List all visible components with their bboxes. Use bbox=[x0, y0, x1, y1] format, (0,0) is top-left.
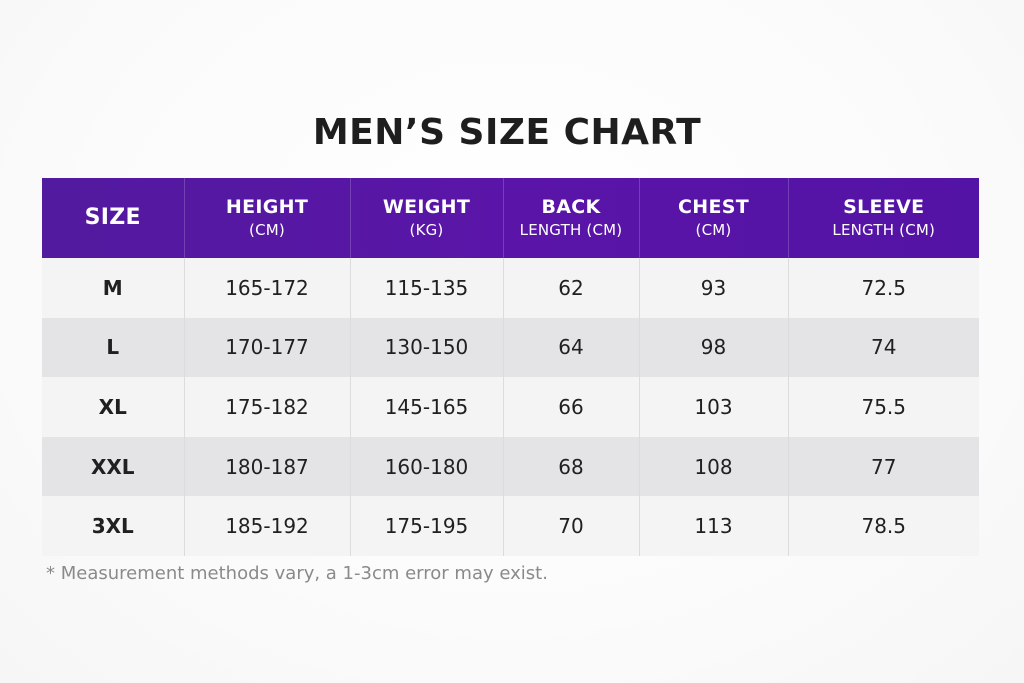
cell-size: M bbox=[102, 275, 123, 300]
page-title: MEN’S SIZE CHART bbox=[312, 112, 702, 153]
cell-back-length: 64 bbox=[502, 317, 639, 378]
cell-sleeve-length: 72.5 bbox=[787, 258, 979, 318]
cell-size: XXL bbox=[90, 454, 135, 479]
cell-back-length: 62 bbox=[502, 258, 639, 318]
table-body: M 165-172 115-135 62 93 72.5 L 170-177 1… bbox=[42, 258, 979, 556]
cell-weight: 175-195 bbox=[349, 496, 503, 556]
cell-height: 175-182 bbox=[183, 377, 350, 437]
cell-height: 180-187 bbox=[183, 436, 350, 497]
cell-weight: 115-135 bbox=[349, 258, 503, 318]
header-weight-label: WEIGHT bbox=[382, 196, 471, 218]
cell-back-length: 66 bbox=[502, 377, 639, 437]
cell-sleeve-length: 77 bbox=[787, 436, 979, 497]
cell-size: L bbox=[106, 335, 120, 360]
cell-sleeve-length: 74 bbox=[787, 317, 979, 378]
cell-size: XL bbox=[98, 394, 127, 419]
cell-weight: 130-150 bbox=[349, 317, 503, 378]
header-height-unit: (CM) bbox=[249, 221, 285, 239]
header-size: SIZE bbox=[42, 178, 184, 258]
size-chart-table: SIZE HEIGHT (CM) WEIGHT (KG) BACK LENGTH… bbox=[42, 178, 979, 556]
cell-height: 170-177 bbox=[183, 317, 350, 378]
table-row: L 170-177 130-150 64 98 74 bbox=[42, 317, 979, 378]
measurement-note: * Measurement methods vary, a 1-3cm erro… bbox=[46, 563, 548, 584]
header-chest-unit: (CM) bbox=[695, 221, 732, 239]
cell-sleeve-length: 78.5 bbox=[787, 496, 979, 556]
header-row: SIZE HEIGHT (CM) WEIGHT (KG) BACK LENGTH… bbox=[42, 178, 979, 258]
header-back-length: BACK LENGTH (CM) bbox=[502, 178, 639, 258]
cell-sleeve-length: 75.5 bbox=[787, 377, 979, 437]
cell-back-length: 70 bbox=[502, 496, 639, 556]
header-weight: WEIGHT (KG) bbox=[349, 178, 503, 258]
cell-weight: 145-165 bbox=[349, 377, 503, 437]
cell-height: 185-192 bbox=[183, 496, 350, 556]
header-weight-unit: (KG) bbox=[409, 221, 444, 239]
table-header: SIZE HEIGHT (CM) WEIGHT (KG) BACK LENGTH… bbox=[42, 178, 979, 258]
header-sleeve-label: SLEEVE bbox=[843, 196, 925, 218]
cell-chest: 113 bbox=[638, 496, 788, 556]
cell-chest: 108 bbox=[638, 436, 788, 497]
header-back-label: BACK bbox=[541, 196, 601, 218]
table-row: XXL 180-187 160-180 68 108 77 bbox=[42, 436, 979, 497]
header-chest-label: CHEST bbox=[678, 196, 749, 218]
cell-weight: 160-180 bbox=[349, 436, 503, 497]
header-back-unit: LENGTH (CM) bbox=[519, 221, 623, 239]
cell-height: 165-172 bbox=[183, 258, 350, 318]
cell-back-length: 68 bbox=[502, 436, 639, 497]
header-sleeve-length: SLEEVE LENGTH (CM) bbox=[787, 178, 979, 258]
table-row: M 165-172 115-135 62 93 72.5 bbox=[42, 258, 979, 318]
header-sleeve-unit: LENGTH (CM) bbox=[832, 221, 936, 239]
cell-chest: 93 bbox=[638, 258, 788, 318]
header-height-label: HEIGHT bbox=[225, 196, 309, 218]
cell-chest: 103 bbox=[638, 377, 788, 437]
table-row: XL 175-182 145-165 66 103 75.5 bbox=[42, 377, 979, 437]
header-chest: CHEST (CM) bbox=[638, 178, 788, 258]
header-size-label: SIZE bbox=[84, 205, 141, 230]
table-row: 3XL 185-192 175-195 70 113 78.5 bbox=[42, 496, 979, 556]
cell-chest: 98 bbox=[638, 317, 788, 378]
header-height: HEIGHT (CM) bbox=[183, 178, 350, 258]
cell-size: 3XL bbox=[91, 514, 134, 539]
